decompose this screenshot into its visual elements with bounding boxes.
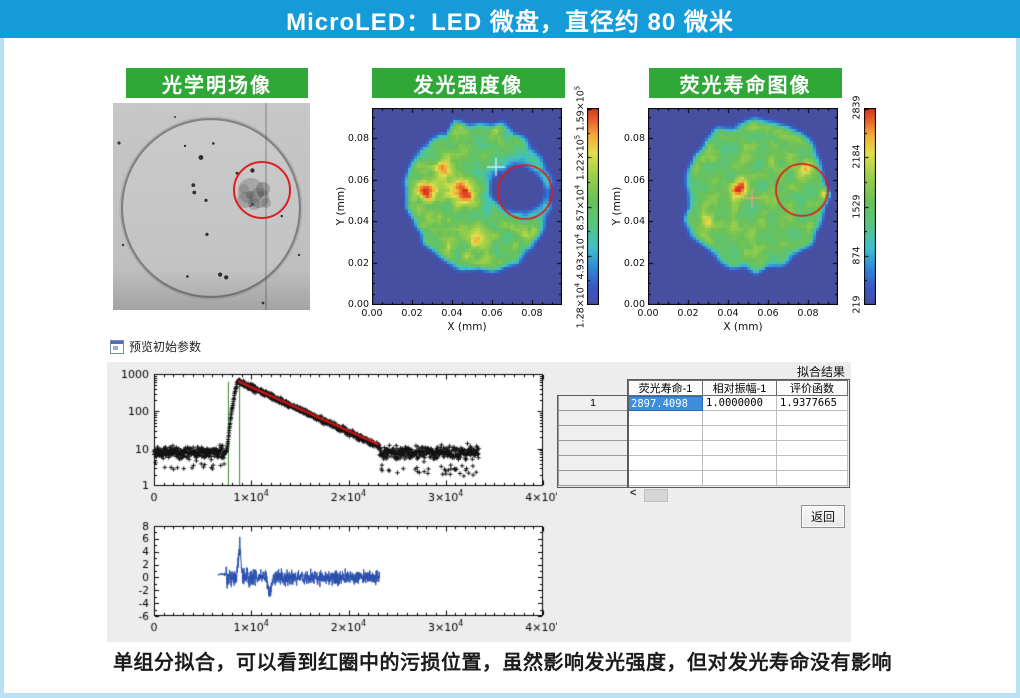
x-tick-label: 0.08 xyxy=(797,308,819,319)
horizontal-scrollbar-thumb[interactable] xyxy=(644,489,668,502)
x-tick-label: 0.06 xyxy=(481,308,503,319)
optical-brightfield-image xyxy=(113,103,310,310)
x-tick-label: 0.04 xyxy=(441,308,463,319)
row-header[interactable] xyxy=(558,470,628,486)
column-header-1[interactable]: 相对振幅-1 xyxy=(702,380,777,396)
row-header[interactable] xyxy=(558,440,628,456)
panel-title-intensity: 发光强度像 xyxy=(372,68,565,98)
table-cell-r1c2[interactable] xyxy=(777,411,848,426)
x-tick-label: 0.08 xyxy=(521,308,543,319)
table-cell-r4c0[interactable] xyxy=(628,456,703,471)
x-tick-label: 0.02 xyxy=(677,308,699,319)
colorbar-tick-label: 1529 xyxy=(851,193,863,219)
row-header[interactable] xyxy=(558,410,628,426)
colorbar-tick-label: 219 xyxy=(851,295,863,314)
x-axis-title: X (mm) xyxy=(447,321,487,333)
table-cell-r0c1[interactable]: 1.0000000 xyxy=(703,396,777,411)
preview-window-titlebar: 预览初始参数 xyxy=(110,338,201,355)
colorbar-tick-label: 8.57×104 xyxy=(573,184,587,230)
panel-title-intensity-label: 发光强度像 xyxy=(413,74,524,97)
table-cell-r4c1[interactable] xyxy=(703,456,777,471)
x-tick-label: 0.00 xyxy=(637,308,659,319)
y-tick-label: 0.04 xyxy=(623,216,645,228)
table-cell-r3c2[interactable] xyxy=(777,441,848,456)
colorbar-tick-label: 1.59×105 xyxy=(573,85,587,132)
table-cell-r3c1[interactable] xyxy=(703,441,777,456)
colorbar-tick-label: 874 xyxy=(851,246,863,265)
column-header-2[interactable]: 评价函数 xyxy=(776,380,848,396)
x-tick-label: 0.06 xyxy=(757,308,779,319)
row-header[interactable]: 1 xyxy=(558,395,628,411)
y-tick-label: 0.00 xyxy=(623,299,645,310)
colorbar-tick-label: 4.93×104 xyxy=(573,233,587,280)
residuals-plot xyxy=(112,520,557,640)
scroll-left-arrow[interactable]: < xyxy=(630,487,637,499)
colorbar-tick-label: 2839 xyxy=(851,95,863,120)
frame-border-left xyxy=(0,38,4,694)
intensity-heatmap xyxy=(372,108,562,305)
frame-border-right xyxy=(1016,38,1020,694)
intensity-colorbar xyxy=(587,108,599,305)
decay-curve-plot xyxy=(112,368,557,510)
table-cell-r0c2[interactable]: 1.9377665 xyxy=(777,396,848,411)
x-axis-title: X (mm) xyxy=(723,321,763,333)
table-cell-r3c0[interactable] xyxy=(628,441,703,456)
panel-title-optical-label: 光学明场像 xyxy=(162,74,272,97)
y-axis-title: Y (mm) xyxy=(611,186,623,225)
column-header-0[interactable]: 荧光寿命-1 xyxy=(628,380,703,396)
table-cell-r5c2[interactable] xyxy=(777,471,848,486)
y-tick-label: 0.08 xyxy=(347,133,369,145)
lifetime-colorbar xyxy=(864,108,876,305)
fit-results-table: 荧光寿命-1 相对振幅-1 评价函数 1 2897.4098 1.0000000 1.937… xyxy=(558,380,848,486)
table-cell-r2c1[interactable] xyxy=(703,426,777,441)
y-tick-label: 0.02 xyxy=(347,257,369,269)
table-cell-r4c2[interactable] xyxy=(777,456,848,471)
caption-text: 单组分拟合，可以看到红圈中的污损位置，虽然影响发光强度，但对发光寿命没有影响 xyxy=(113,652,892,674)
preview-window-icon xyxy=(110,339,124,354)
preview-window-title: 预览初始参数 xyxy=(129,340,202,354)
table-cell-r1c0[interactable] xyxy=(628,411,703,426)
colorbar-tick-label: 1.28×104 xyxy=(573,282,587,329)
lifetime-heatmap xyxy=(648,108,838,305)
panel-title-optical: 光学明场像 xyxy=(126,68,308,98)
y-tick-label: 0.06 xyxy=(347,174,369,186)
table-cell-r2c2[interactable] xyxy=(777,426,848,441)
y-tick-label: 0.02 xyxy=(623,257,645,269)
table-corner-cell xyxy=(558,380,628,396)
y-tick-label: 0.00 xyxy=(347,299,369,310)
y-tick-label: 0.04 xyxy=(347,216,369,228)
colorbar-tick-label: 1.22×105 xyxy=(573,135,587,181)
page-title: MicroLED：LED 微盘，直径约 80 微米 xyxy=(286,8,734,36)
table-cell-r5c1[interactable] xyxy=(703,471,777,486)
x-tick-label: 0.04 xyxy=(717,308,739,319)
row-header[interactable] xyxy=(558,455,628,471)
fit-results-label: 拟合结果 xyxy=(796,365,845,379)
panel-title-lifetime: 荧光寿命图像 xyxy=(649,68,842,98)
table-cell-r0c0[interactable]: 2897.4098 xyxy=(628,396,703,411)
table-cell-r2c0[interactable] xyxy=(628,426,703,441)
colorbar-tick-label: 2184 xyxy=(851,144,863,169)
x-tick-label: 0.02 xyxy=(401,308,423,319)
row-header[interactable] xyxy=(558,425,628,441)
frame-border-bottom xyxy=(0,693,1020,698)
title-banner: MicroLED：LED 微盘，直径约 80 微米 xyxy=(0,0,1020,38)
table-cell-r5c0[interactable] xyxy=(628,471,703,486)
panel-title-lifetime-label: 荧光寿命图像 xyxy=(679,74,812,97)
y-tick-label: 0.06 xyxy=(623,174,645,186)
y-axis-title: Y (mm) xyxy=(335,186,347,225)
back-button[interactable]: 返回 xyxy=(801,505,845,528)
table-cell-r1c1[interactable] xyxy=(703,411,777,426)
y-tick-label: 0.08 xyxy=(623,133,645,145)
x-tick-label: 0.00 xyxy=(361,308,383,319)
